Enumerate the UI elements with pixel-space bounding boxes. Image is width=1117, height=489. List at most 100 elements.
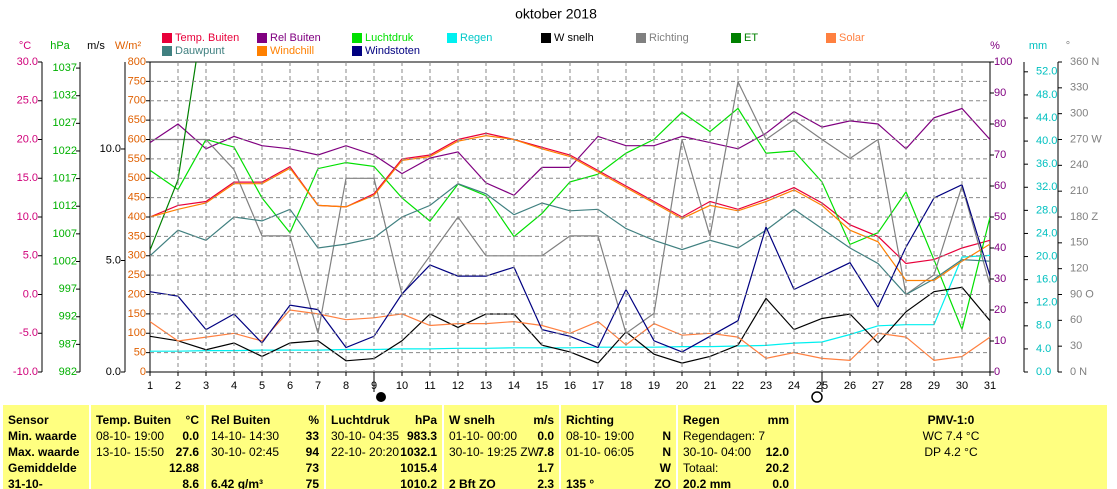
tick-label: 330: [1070, 82, 1088, 94]
table-header: PMV-1:0: [928, 413, 975, 427]
full-moon-icon: [376, 392, 386, 402]
new-moon-icon: [811, 391, 823, 403]
table-cell: 30-10- 02:45: [211, 445, 279, 459]
table-unit: hPa: [415, 413, 437, 427]
table-cell: Regendagen: 7: [683, 429, 765, 443]
tick-label: 240: [1070, 159, 1088, 171]
x-tick-label: 27: [872, 380, 884, 392]
tick-label: -10.0: [13, 366, 38, 378]
tick-label: 0 N: [1070, 366, 1087, 378]
table-header: W snelh: [449, 413, 495, 427]
x-tick-label: 16: [564, 380, 576, 392]
legend-label: Temp. Buiten: [175, 32, 239, 44]
tick-label: 1027: [53, 117, 77, 129]
legend-label: Richting: [649, 32, 689, 44]
tick-label: 36.0: [1036, 158, 1057, 170]
table-cell: W: [660, 461, 672, 475]
tick-label: 180 Z: [1070, 211, 1098, 223]
tick-label: 1017: [53, 173, 77, 185]
x-tick-label: 19: [648, 380, 660, 392]
tick-label: 8.0: [1036, 320, 1051, 332]
table-cell: 983.3: [407, 429, 437, 443]
legend-swatch: [731, 33, 741, 43]
x-tick-label: 30: [956, 380, 968, 392]
legend-label: Regen: [460, 32, 492, 44]
table-unit: °C: [186, 413, 200, 427]
table-cell: 0.0: [772, 477, 789, 489]
tick-label: 210: [1070, 185, 1088, 197]
tick-label: 200: [128, 288, 146, 300]
x-tick-label: 29: [928, 380, 940, 392]
tick-label: 4.0: [1036, 343, 1051, 355]
table-background: [3, 405, 1107, 489]
tick-label: 600: [128, 133, 146, 145]
tick-label: 0.0: [1036, 366, 1051, 378]
table-cell: ZO: [654, 477, 671, 489]
table-cell: 30-10- 19:25 ZW: [449, 445, 540, 459]
tick-label: 800: [128, 56, 146, 68]
table-cell: 33: [306, 429, 320, 443]
legend-label: Windchill: [270, 45, 314, 57]
axis-unit: mm: [1029, 40, 1047, 52]
table-cell: 08-10- 19:00: [566, 429, 634, 443]
tick-label: 25.0: [17, 95, 38, 107]
tick-label: 1012: [53, 200, 77, 212]
table-cell: 27.6: [176, 445, 200, 459]
table-header: Regen: [683, 413, 720, 427]
series-line: [150, 62, 197, 251]
table-cell: DP 4.2 °C: [924, 445, 978, 459]
tick-label: 90: [994, 87, 1006, 99]
table-cell: 73: [306, 461, 320, 475]
table-cell: 01-10- 06:05: [566, 445, 634, 459]
tick-label: 52.0: [1036, 66, 1057, 78]
table-unit: m/s: [533, 413, 554, 427]
table-cell: 2.3: [537, 477, 554, 489]
tick-label: 270 W: [1070, 133, 1102, 145]
tick-label: 50: [994, 211, 1006, 223]
tick-label: 60: [1070, 314, 1082, 326]
x-tick-label: 11: [424, 380, 435, 392]
tick-label: 300: [1070, 108, 1088, 120]
table-cell: 01-10- 00:00: [449, 429, 517, 443]
table-cell: 1.7: [537, 461, 554, 475]
x-tick-label: 9: [371, 380, 377, 392]
tick-label: 0.0: [23, 288, 38, 300]
legend-label: Luchtdruk: [365, 32, 414, 44]
row-label: Gemiddelde: [8, 461, 77, 475]
table-unit: mm: [768, 413, 789, 427]
tick-label: 10.0: [100, 143, 121, 155]
table-cell: 75: [306, 477, 320, 489]
table-cell: N: [662, 429, 671, 443]
tick-label: 5.0: [23, 250, 38, 262]
tick-label: 28.0: [1036, 204, 1057, 216]
table-cell: 30-10- 04:35: [331, 429, 399, 443]
table-cell: 30-10- 04:00: [683, 445, 751, 459]
tick-label: 350: [128, 230, 146, 242]
legend-label: Dauwpunt: [175, 45, 225, 57]
tick-label: 120: [1070, 263, 1088, 275]
table-header: Temp. Buiten: [96, 413, 171, 427]
tick-label: 360 N: [1070, 56, 1099, 68]
legend-swatch: [636, 33, 646, 43]
tick-label: 997: [59, 283, 77, 295]
x-tick-label: 1: [147, 380, 153, 392]
tick-label: 150: [128, 308, 146, 320]
axis-unit: %: [990, 40, 1000, 52]
table-cell: 0.0: [182, 429, 199, 443]
tick-label: 30.0: [17, 56, 38, 68]
table-cell: 1032.1: [400, 445, 437, 459]
table-cell: 7.8: [537, 445, 554, 459]
table-cell: 0.0: [537, 429, 554, 443]
tick-label: 550: [128, 153, 146, 165]
tick-label: 1032: [53, 90, 77, 102]
tick-label: 100: [994, 56, 1012, 68]
table-cell: 20.2: [766, 461, 790, 475]
table-header: Richting: [566, 413, 614, 427]
tick-label: 30: [994, 273, 1006, 285]
x-tick-label: 15: [536, 380, 548, 392]
table-cell: N: [662, 445, 671, 459]
tick-label: 500: [128, 172, 146, 184]
x-tick-label: 28: [900, 380, 912, 392]
table-cell: 22-10- 20:20: [331, 445, 399, 459]
x-tick-label: 20: [676, 380, 688, 392]
